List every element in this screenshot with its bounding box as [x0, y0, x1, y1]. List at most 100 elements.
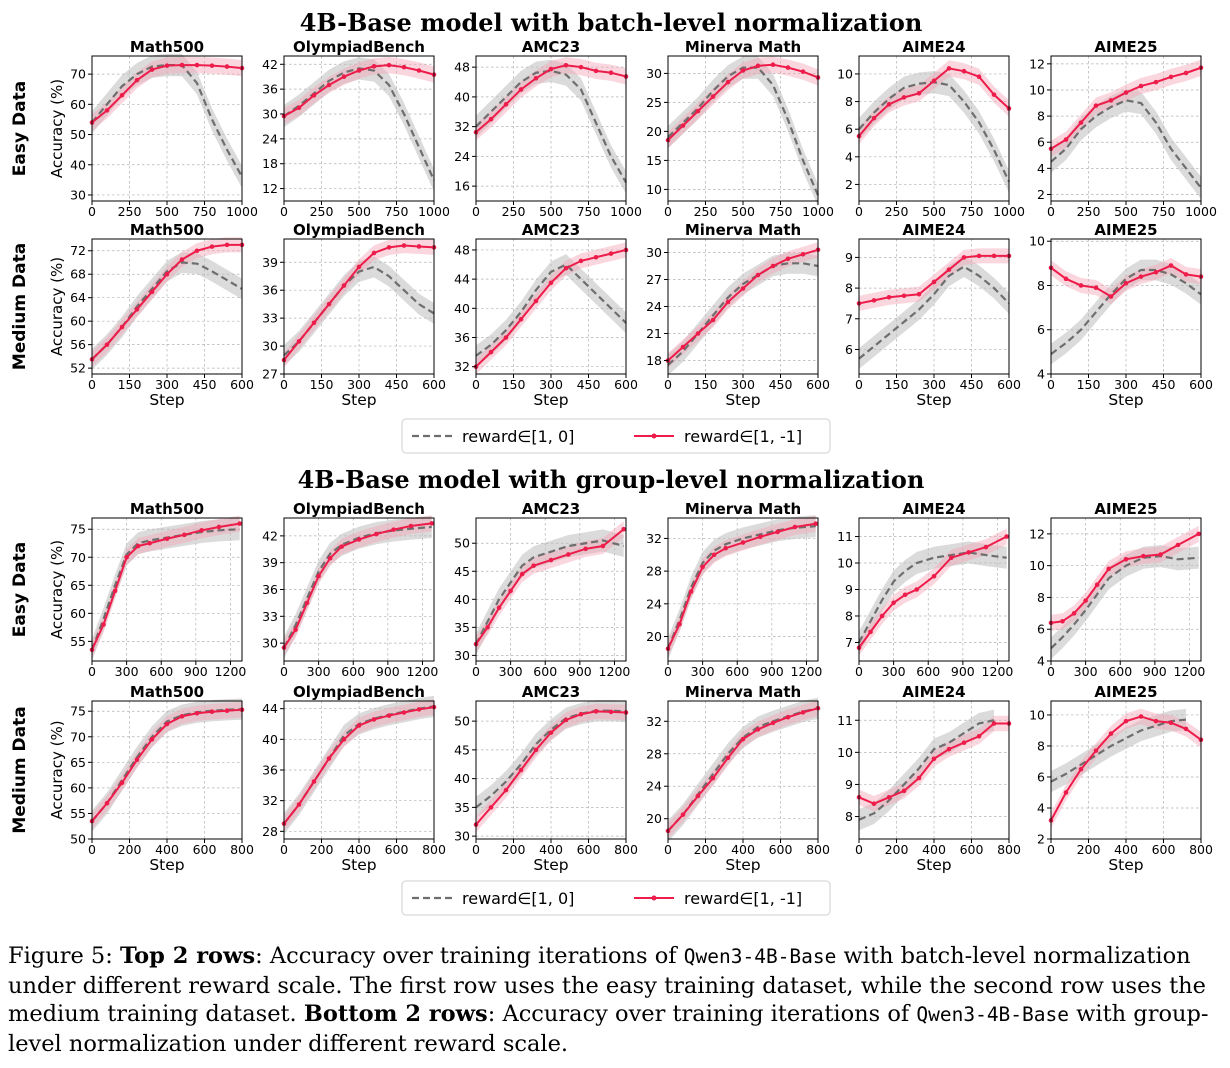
tick-label-x: 1000 [418, 204, 450, 219]
x-axis-label: Step [725, 391, 760, 409]
subplot-olympiadbench: 0 250 500 750 1000 12 18 24 30 36 42 OlympiadBench [262, 38, 450, 219]
tick-label-x: 600 [997, 377, 1021, 392]
data-point [1108, 98, 1114, 103]
data-point [931, 279, 937, 285]
tick-label-x: 500 [1114, 204, 1138, 219]
tick-label-x: 1200 [215, 664, 247, 679]
tick-label-y: 6 [1037, 622, 1045, 637]
tick-label-y: 12 [1029, 56, 1045, 71]
tick-label-y: 24 [646, 596, 662, 611]
tick-label-y: 60 [70, 314, 86, 329]
tick-label-x: 300 [539, 377, 563, 392]
data-point [416, 68, 422, 73]
data-point [519, 571, 525, 577]
tick-label-x: 150 [118, 377, 142, 392]
tick-label-x: 750 [960, 204, 984, 219]
subplot-aime24: 0 150 300 450 600 6 7 8 9 AIME24 Step [845, 221, 1021, 409]
tick-label-x: 0 [1047, 664, 1055, 679]
data-point [755, 63, 761, 69]
data-point [1063, 137, 1069, 142]
subplot-title: Minerva Math [685, 500, 801, 518]
tick-label-y: 32 [454, 119, 470, 134]
data-point [503, 787, 509, 793]
data-point [179, 714, 185, 719]
data-point [416, 707, 422, 712]
tick-label-y: 6 [1037, 769, 1045, 784]
data-point [1078, 766, 1084, 772]
tick-label-y: 2 [1037, 187, 1045, 202]
tick-label-y: 4 [1037, 654, 1045, 669]
legend-box [401, 418, 831, 454]
tick-label-x: 450 [385, 377, 409, 392]
tick-label-y: 40 [454, 89, 470, 104]
subplot-olympiadbench: 0 300 600 900 1200 30 33 36 39 42 OlympiadBench [262, 500, 438, 679]
tick-label-x: 500 [731, 204, 755, 219]
tick-label-x: 0 [88, 377, 96, 392]
data-point [931, 756, 937, 762]
tick-label-y: 8 [1037, 278, 1045, 293]
data-point [374, 531, 379, 537]
data-point [341, 74, 347, 80]
tick-label-x: 0 [664, 664, 672, 679]
tick-label-y: 30 [70, 187, 86, 202]
data-point [758, 534, 763, 540]
tick-label-x: 1000 [993, 204, 1025, 219]
x-axis-label: Step [149, 391, 184, 409]
subplot-minerva-math: 0 300 600 900 1200 20 24 28 32 Minerva Math [646, 500, 822, 679]
subplot-title: AIME25 [1094, 683, 1157, 701]
tick-label-y: 10 [1029, 234, 1045, 249]
tick-label-x: 0 [855, 664, 863, 679]
data-point [770, 263, 776, 269]
tick-label-y: 25 [646, 95, 662, 110]
tick-label-y: 39 [262, 255, 278, 270]
series-band [1051, 89, 1201, 200]
tick-label-y: 8 [1037, 738, 1045, 753]
data-point [533, 298, 539, 304]
subplot-math500: 0 200 400 600 800 50 55 60 65 70 75 Math500 Step [70, 683, 254, 874]
series-line-reward-1-0 [667, 262, 819, 366]
data-point [593, 709, 599, 714]
data-point [785, 65, 791, 70]
tick-label-y: 36 [262, 283, 278, 298]
data-point [813, 521, 818, 527]
data-point [124, 554, 129, 560]
subplot-title: AMC23 [522, 683, 580, 701]
section-title-batch: 4B-Base model with batch-level normaliza… [300, 8, 923, 37]
x-axis-label: Step [341, 856, 376, 874]
tick-label-x: 1200 [1174, 664, 1206, 679]
tick-label-x: 600 [960, 842, 984, 857]
tick-label-x: 450 [769, 377, 793, 392]
tick-label-y: 20 [646, 811, 662, 826]
data-point [1138, 714, 1144, 719]
tick-label-y: 10 [646, 182, 662, 197]
legend-group: reward∈[1, 0] reward∈[1, -1] [401, 880, 831, 916]
data-point [164, 536, 170, 542]
data-point [386, 245, 392, 250]
data-point [695, 108, 701, 114]
series-line-reward-1-0 [283, 525, 432, 649]
data-point [1094, 582, 1100, 588]
data-point [296, 802, 302, 807]
data-point [508, 588, 513, 594]
data-point [199, 528, 204, 533]
tick-label-x: 1200 [599, 664, 631, 679]
data-point [914, 587, 919, 592]
series-band [1051, 59, 1201, 157]
data-point [593, 254, 599, 260]
data-point [293, 627, 298, 633]
data-point [677, 621, 682, 627]
tick-label-y: 52 [70, 361, 86, 376]
series-band [92, 701, 242, 829]
data-point [621, 526, 626, 532]
series-line-reward-1-0 [90, 528, 240, 651]
tick-label-y: 2 [845, 177, 853, 192]
tick-label-x: 600 [422, 377, 446, 392]
tick-label-x: 0 [472, 664, 480, 679]
tick-label-y: 32 [454, 359, 470, 374]
tick-label-y: 20 [646, 629, 662, 644]
tick-label-x: 900 [760, 664, 784, 679]
tick-label-y: 10 [1029, 558, 1045, 573]
data-point [1093, 285, 1099, 290]
tick-label-y: 40 [454, 301, 470, 316]
data-point [688, 589, 694, 594]
